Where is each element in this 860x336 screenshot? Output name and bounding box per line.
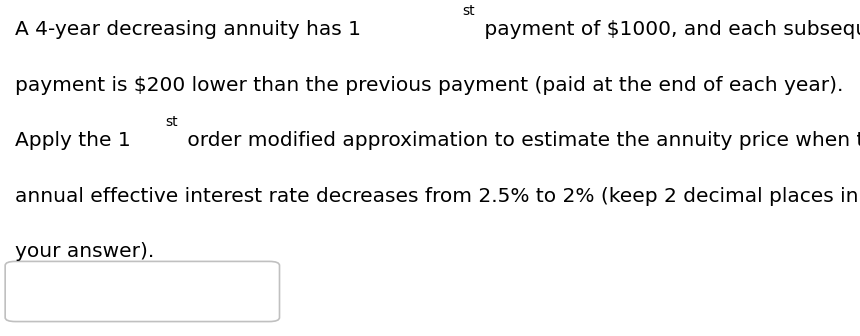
Text: annual effective interest rate decreases from 2.5% to 2% (keep 2 decimal places : annual effective interest rate decreases… <box>15 186 859 206</box>
Text: your answer).: your answer). <box>15 242 155 261</box>
Text: Apply the 1: Apply the 1 <box>15 131 132 150</box>
FancyBboxPatch shape <box>5 261 280 322</box>
Text: payment of $1000, and each subsequent: payment of $1000, and each subsequent <box>478 20 860 39</box>
Text: st: st <box>165 115 177 129</box>
Text: payment is $200 lower than the previous payment (paid at the end of each year).: payment is $200 lower than the previous … <box>15 76 844 95</box>
Text: st: st <box>462 4 475 18</box>
Text: order modified approximation to estimate the annuity price when the: order modified approximation to estimate… <box>181 131 860 150</box>
Text: A 4-year decreasing annuity has 1: A 4-year decreasing annuity has 1 <box>15 20 361 39</box>
